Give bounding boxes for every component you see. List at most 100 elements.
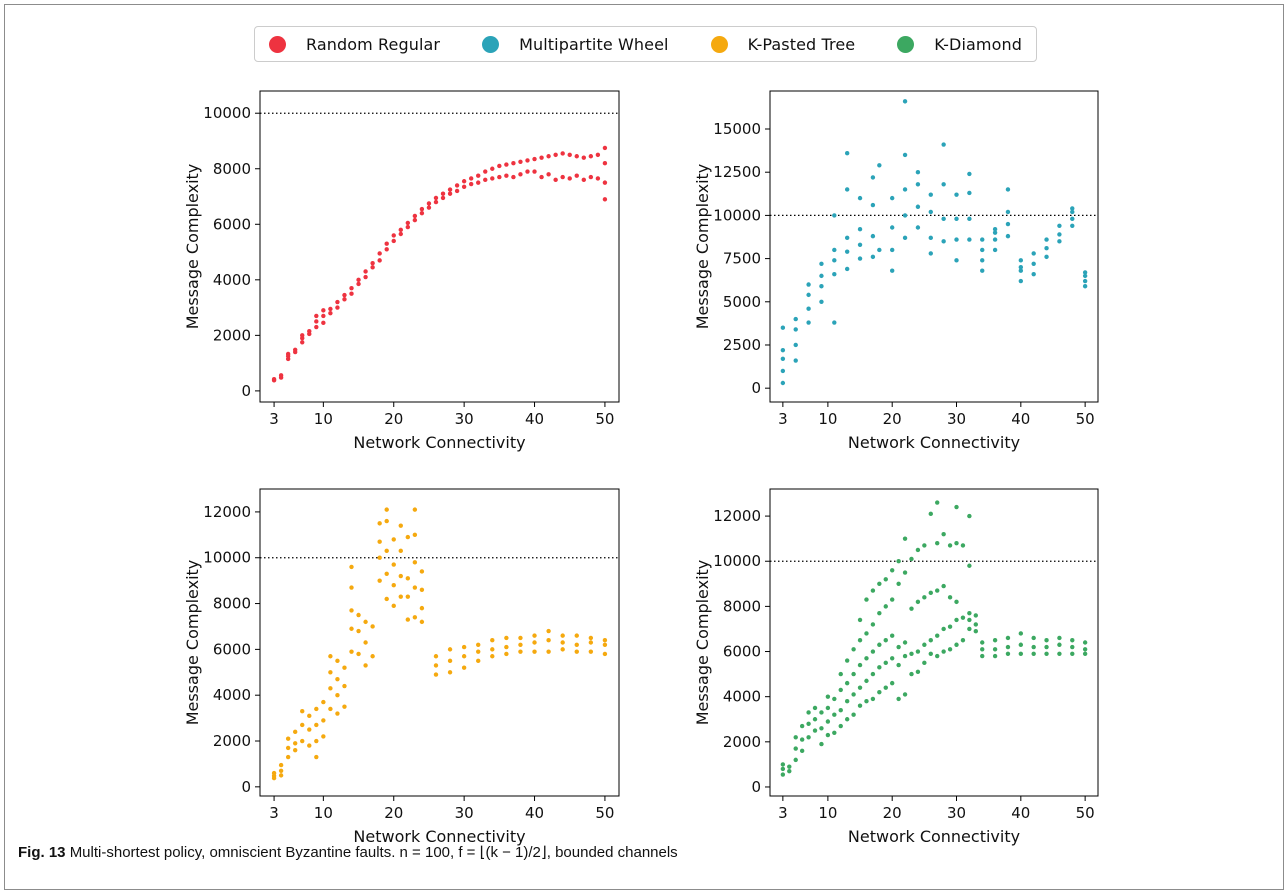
data-point (321, 313, 326, 319)
data-point (342, 297, 347, 302)
data-point (844, 249, 850, 254)
data-point (384, 596, 389, 602)
data-point (335, 692, 340, 698)
data-point (384, 241, 389, 246)
data-point (384, 507, 389, 512)
data-point (941, 216, 946, 222)
data-point (1082, 270, 1088, 275)
data-point (832, 271, 837, 277)
data-point (883, 685, 888, 690)
data-point (992, 247, 998, 253)
y-tick-label: 12000 (713, 507, 761, 525)
data-point (1044, 651, 1049, 656)
figure-number: Fig. 13 (18, 844, 66, 861)
data-point (546, 638, 551, 643)
y-tick-label: 12500 (713, 163, 761, 181)
data-point (889, 568, 895, 573)
data-point (935, 653, 940, 659)
data-point (1005, 187, 1011, 192)
data-point (980, 653, 985, 659)
data-point (1044, 638, 1049, 643)
data-point (793, 358, 798, 363)
data-point (307, 743, 312, 748)
data-point (314, 722, 319, 728)
y-tick-label: 5000 (723, 293, 761, 311)
figure-caption: Fig. 13 Multi-shortest policy, omniscien… (18, 843, 1268, 861)
data-point (857, 195, 863, 201)
data-point (870, 175, 876, 180)
data-point (967, 171, 972, 177)
legend-marker-multipartite-wheel (482, 35, 500, 53)
data-point (574, 154, 579, 159)
data-point (511, 160, 516, 166)
x-axis-label: Network Connectivity (353, 827, 525, 846)
data-point (967, 237, 972, 242)
data-point (384, 571, 389, 576)
data-point (1057, 239, 1062, 244)
data-point (806, 292, 811, 298)
data-point (960, 615, 966, 620)
x-tick-label: 20 (883, 410, 902, 428)
data-point (546, 172, 551, 177)
data-point (973, 613, 979, 618)
data-point (342, 292, 347, 298)
data-point (292, 741, 298, 746)
data-point (941, 142, 946, 147)
data-point (825, 694, 831, 699)
data-point (560, 633, 565, 638)
data-point (560, 174, 565, 180)
data-point (954, 237, 959, 242)
data-point (567, 176, 572, 181)
data-point (588, 635, 594, 641)
data-point (461, 654, 467, 659)
data-point (902, 692, 908, 697)
data-point (370, 624, 375, 629)
data-point (581, 155, 587, 160)
data-point (391, 562, 396, 567)
data-point (398, 548, 403, 554)
data-point (567, 152, 572, 158)
data-point (433, 195, 439, 201)
data-point (476, 173, 481, 178)
data-point (864, 597, 869, 602)
data-point (896, 662, 901, 668)
data-point (278, 768, 284, 773)
legend-label-random-regular: Random Regular (306, 34, 441, 54)
x-axis-label: Network Connectivity (848, 827, 1020, 846)
y-tick-label: 6000 (723, 643, 761, 661)
caption-text: Multi-shortest policy, omniscient Byzant… (69, 844, 678, 861)
data-point (1082, 647, 1088, 652)
data-point (851, 712, 856, 717)
data-point (877, 610, 882, 616)
x-tick-label: 10 (314, 410, 333, 428)
data-point (799, 723, 805, 729)
data-point (300, 709, 305, 714)
data-point (806, 710, 811, 715)
data-point (787, 768, 792, 774)
data-point (819, 741, 824, 747)
data-point (793, 757, 798, 763)
data-point (915, 669, 921, 675)
data-point (419, 605, 425, 611)
data-point (292, 747, 298, 753)
x-tick-label: 3 (778, 410, 788, 428)
data-point (1005, 233, 1011, 239)
y-tick-label: 6000 (213, 640, 251, 658)
data-point (844, 187, 850, 192)
data-point (356, 628, 361, 634)
data-point (504, 644, 509, 650)
data-point (780, 772, 786, 777)
data-point (870, 649, 876, 654)
data-point (405, 594, 411, 599)
data-point (922, 595, 927, 600)
data-point (947, 543, 953, 548)
data-point (525, 158, 530, 163)
data-point (889, 268, 895, 273)
legend-marker-k-diamond (897, 35, 915, 53)
data-point (967, 513, 972, 519)
data-point (902, 99, 908, 104)
plot-frame (769, 488, 1099, 797)
y-tick-label: 8000 (213, 595, 251, 613)
data-point (405, 534, 411, 540)
data-point (883, 638, 888, 643)
